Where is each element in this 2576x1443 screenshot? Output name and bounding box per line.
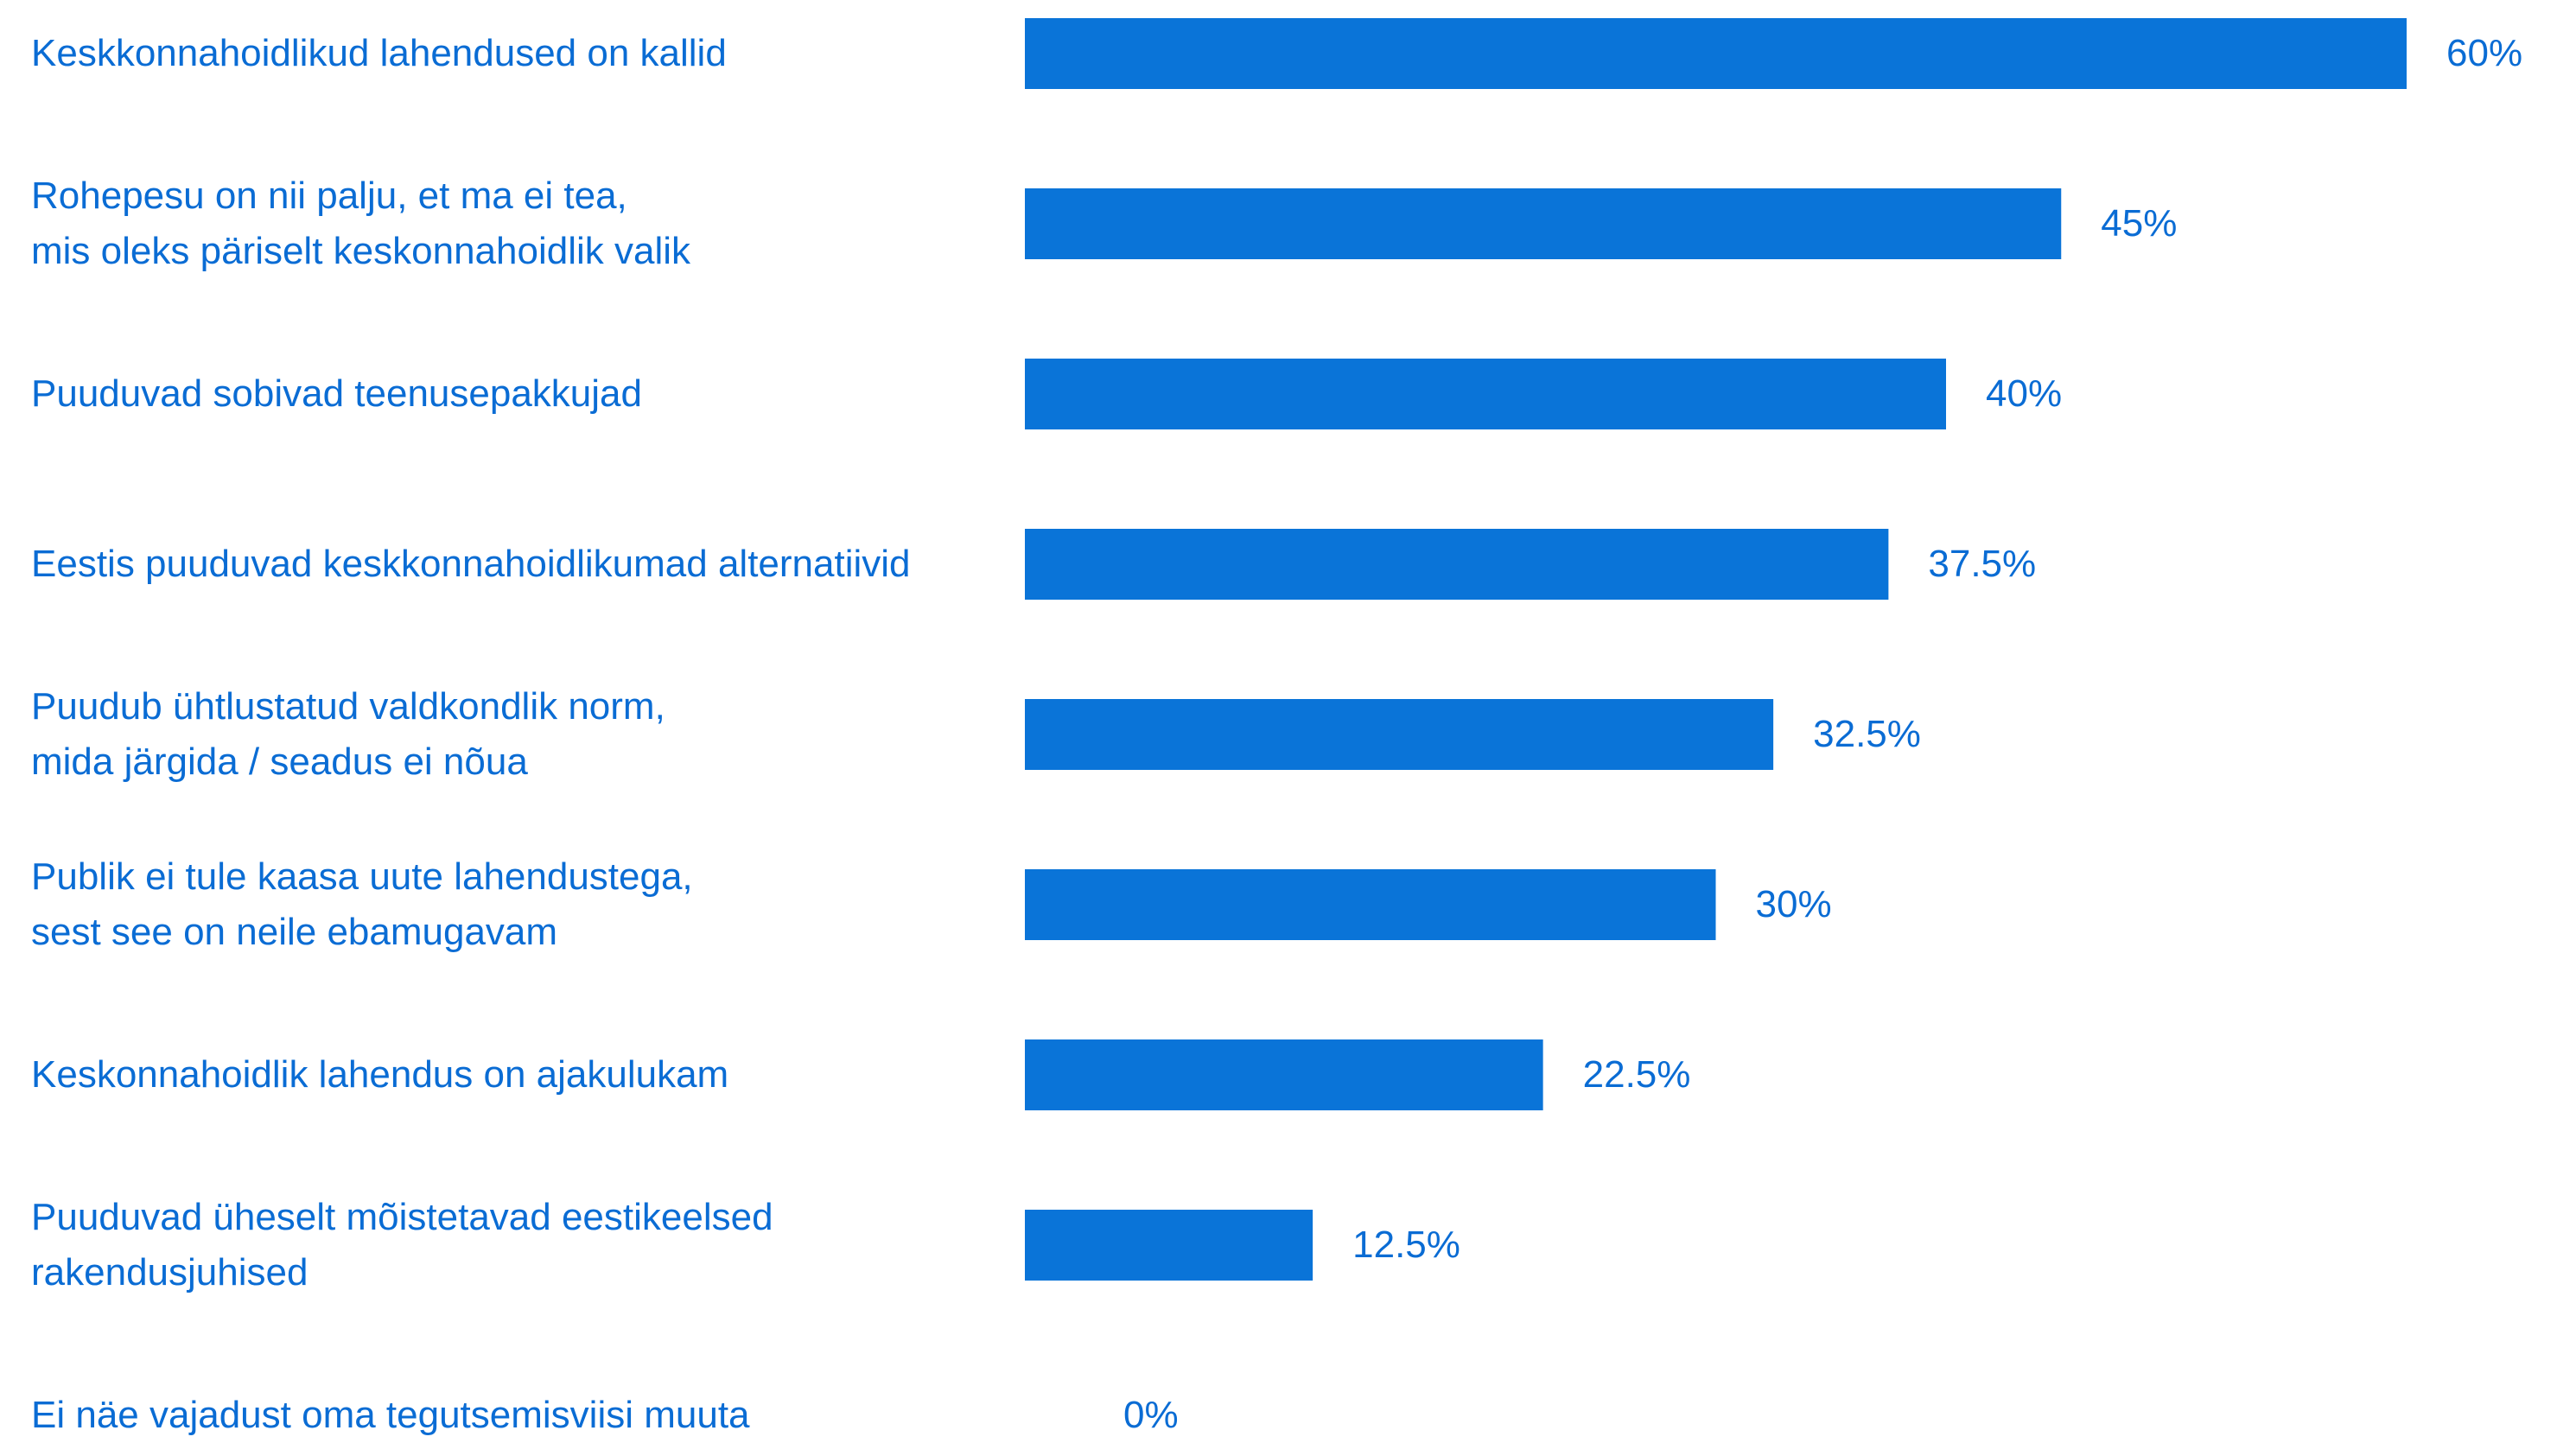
value-label: 37.5%	[1928, 543, 2037, 585]
category-label: Puudub ühtlustatud valdkondlik norm, mid…	[31, 685, 665, 783]
category-label: Keskonnahoidlik lahendus on ajakulukam	[31, 1053, 729, 1096]
value-label: 30%	[1755, 883, 1832, 925]
category-label: Rohepesu on nii palju, et ma ei tea, mis…	[31, 175, 690, 272]
bar	[1025, 1039, 1543, 1110]
value-label: 32.5%	[1813, 713, 1921, 755]
value-label: 60%	[2446, 32, 2523, 74]
bar	[1025, 18, 2407, 89]
bar	[1025, 529, 1889, 600]
category-label: Keskkonnahoidlikud lahendused on kallid	[31, 32, 727, 74]
value-label: 12.5%	[1352, 1224, 1460, 1266]
bar	[1025, 699, 1774, 770]
value-label: 40%	[1986, 372, 2063, 415]
value-label: 22.5%	[1582, 1053, 1691, 1096]
category-label: Publik ei tule kaasa uute lahendustega, …	[31, 855, 693, 953]
bar	[1025, 359, 1946, 429]
category-label: Ei näe vajadust oma tegutsemisviisi muut…	[31, 1394, 750, 1436]
category-label: Eestis puuduvad keskkonnahoidlikumad alt…	[31, 543, 911, 585]
bar	[1025, 1210, 1313, 1281]
bar	[1025, 869, 1716, 940]
category-label: Puuduvad sobivad teenusepakkujad	[31, 372, 642, 415]
bar	[1025, 188, 2062, 259]
value-label: 0%	[1123, 1394, 1179, 1436]
category-label: Puuduvad üheselt mõistetavad eestikeelse…	[31, 1196, 773, 1294]
value-label: 45%	[2101, 202, 2178, 245]
